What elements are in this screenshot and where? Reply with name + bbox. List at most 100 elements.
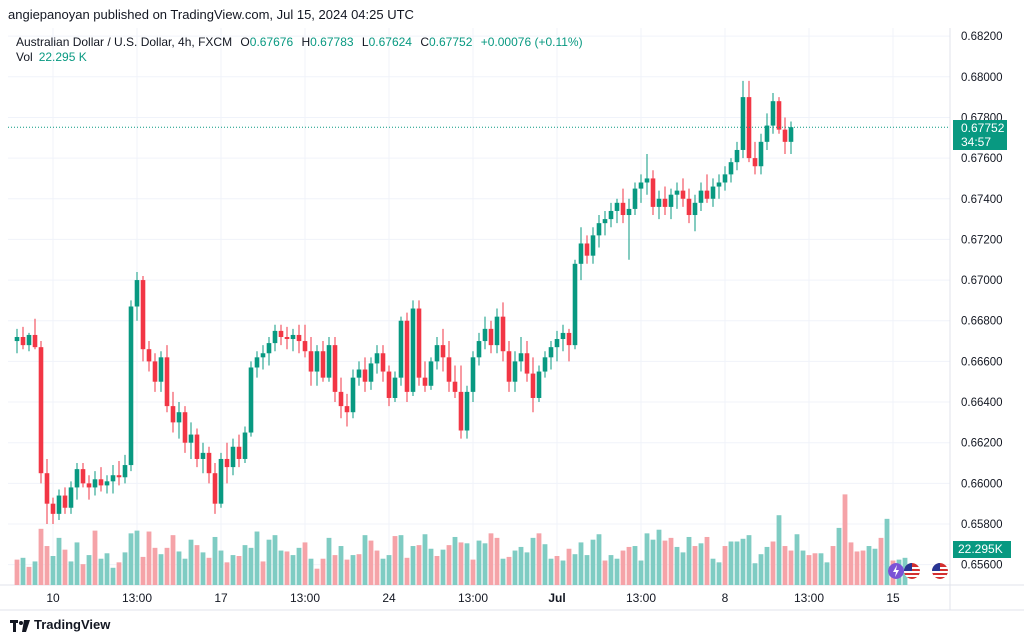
candle[interactable] xyxy=(170,391,176,433)
candle[interactable] xyxy=(542,351,548,378)
candle[interactable] xyxy=(134,271,140,321)
candle[interactable] xyxy=(350,369,356,419)
candle[interactable] xyxy=(38,341,44,484)
candle[interactable] xyxy=(200,442,206,474)
candle[interactable] xyxy=(686,188,692,224)
candle[interactable] xyxy=(500,302,506,362)
candle[interactable] xyxy=(56,489,62,520)
candle[interactable] xyxy=(722,166,728,191)
candle[interactable] xyxy=(536,365,542,403)
candle[interactable] xyxy=(86,475,92,500)
candle[interactable] xyxy=(446,341,452,392)
symbol-name[interactable]: Australian Dollar / U.S. Dollar, 4h, FXC… xyxy=(16,35,233,49)
candle[interactable] xyxy=(266,336,272,366)
candle[interactable] xyxy=(158,351,164,392)
candle[interactable] xyxy=(374,345,380,374)
candle[interactable] xyxy=(62,487,68,514)
candle[interactable] xyxy=(452,365,458,398)
candle[interactable] xyxy=(506,341,512,392)
time-axis[interactable]: 10 13:00 17 13:00 24 13:00 Jul 13:00 8 13:00 15 xyxy=(46,591,900,605)
candle[interactable] xyxy=(512,351,518,392)
candle[interactable] xyxy=(242,426,248,464)
candle[interactable] xyxy=(728,158,734,183)
candle[interactable] xyxy=(386,365,392,407)
candle[interactable] xyxy=(206,446,212,484)
candle[interactable] xyxy=(530,357,536,413)
candle[interactable] xyxy=(596,215,602,248)
candle[interactable] xyxy=(302,324,308,358)
candle[interactable] xyxy=(416,300,422,386)
candle[interactable] xyxy=(602,210,608,236)
candle[interactable] xyxy=(674,182,680,209)
candle[interactable] xyxy=(284,326,290,350)
candle[interactable] xyxy=(554,330,560,362)
candle[interactable] xyxy=(428,357,434,390)
candle[interactable] xyxy=(104,475,110,494)
candle[interactable] xyxy=(716,174,722,199)
candle[interactable] xyxy=(212,463,218,514)
candle[interactable] xyxy=(230,438,236,476)
candle[interactable] xyxy=(548,341,554,370)
us-flag-icon[interactable] xyxy=(904,563,920,579)
candle[interactable] xyxy=(92,471,98,496)
candle[interactable] xyxy=(122,454,128,484)
candle[interactable] xyxy=(698,182,704,211)
candle[interactable] xyxy=(188,422,194,459)
candle[interactable] xyxy=(626,198,632,260)
candle[interactable] xyxy=(650,170,656,216)
candle[interactable] xyxy=(752,141,758,175)
candle[interactable] xyxy=(632,182,638,216)
candle[interactable] xyxy=(398,316,404,386)
candle[interactable] xyxy=(704,174,710,203)
candle[interactable] xyxy=(746,80,752,163)
candle[interactable] xyxy=(662,186,668,216)
candle[interactable] xyxy=(356,361,362,386)
candle[interactable] xyxy=(464,385,470,439)
candle[interactable] xyxy=(764,113,770,150)
candle[interactable] xyxy=(248,361,254,437)
candle[interactable] xyxy=(50,497,56,525)
candle[interactable] xyxy=(320,341,326,382)
candle[interactable] xyxy=(476,332,482,366)
candle[interactable] xyxy=(272,324,278,352)
candle[interactable] xyxy=(152,353,158,392)
candle[interactable] xyxy=(368,357,374,390)
candle[interactable] xyxy=(110,465,116,494)
candle[interactable] xyxy=(458,365,464,439)
candle[interactable] xyxy=(590,227,596,264)
candle[interactable] xyxy=(680,178,686,207)
candle[interactable] xyxy=(176,402,182,439)
candle[interactable] xyxy=(404,312,410,403)
candle[interactable] xyxy=(116,460,122,486)
candle[interactable] xyxy=(710,178,716,207)
candle[interactable] xyxy=(278,324,284,346)
candle[interactable] xyxy=(326,336,332,382)
candle[interactable] xyxy=(482,316,488,350)
candle[interactable] xyxy=(692,194,698,232)
candle[interactable] xyxy=(80,463,86,488)
candle[interactable] xyxy=(26,332,32,352)
candle[interactable] xyxy=(758,133,764,175)
candle[interactable] xyxy=(776,97,782,134)
candle[interactable] xyxy=(488,320,494,354)
candle[interactable] xyxy=(620,188,626,224)
candle[interactable] xyxy=(164,345,170,413)
candle[interactable] xyxy=(182,406,188,453)
candle[interactable] xyxy=(668,188,674,220)
candle[interactable] xyxy=(362,357,368,392)
us-flag-icon-2[interactable] xyxy=(932,563,948,579)
candle[interactable] xyxy=(314,345,320,386)
candle[interactable] xyxy=(518,336,524,372)
candle[interactable] xyxy=(128,300,134,472)
candle[interactable] xyxy=(98,467,104,492)
candle[interactable] xyxy=(308,336,314,386)
candle[interactable] xyxy=(560,324,566,352)
candle[interactable] xyxy=(20,326,26,350)
candle[interactable] xyxy=(146,341,152,372)
candle[interactable] xyxy=(572,259,578,350)
candle[interactable] xyxy=(440,328,446,372)
candle[interactable] xyxy=(254,351,260,378)
candle[interactable] xyxy=(410,300,416,396)
candle[interactable] xyxy=(332,336,338,403)
candlesticks[interactable] xyxy=(14,80,794,525)
